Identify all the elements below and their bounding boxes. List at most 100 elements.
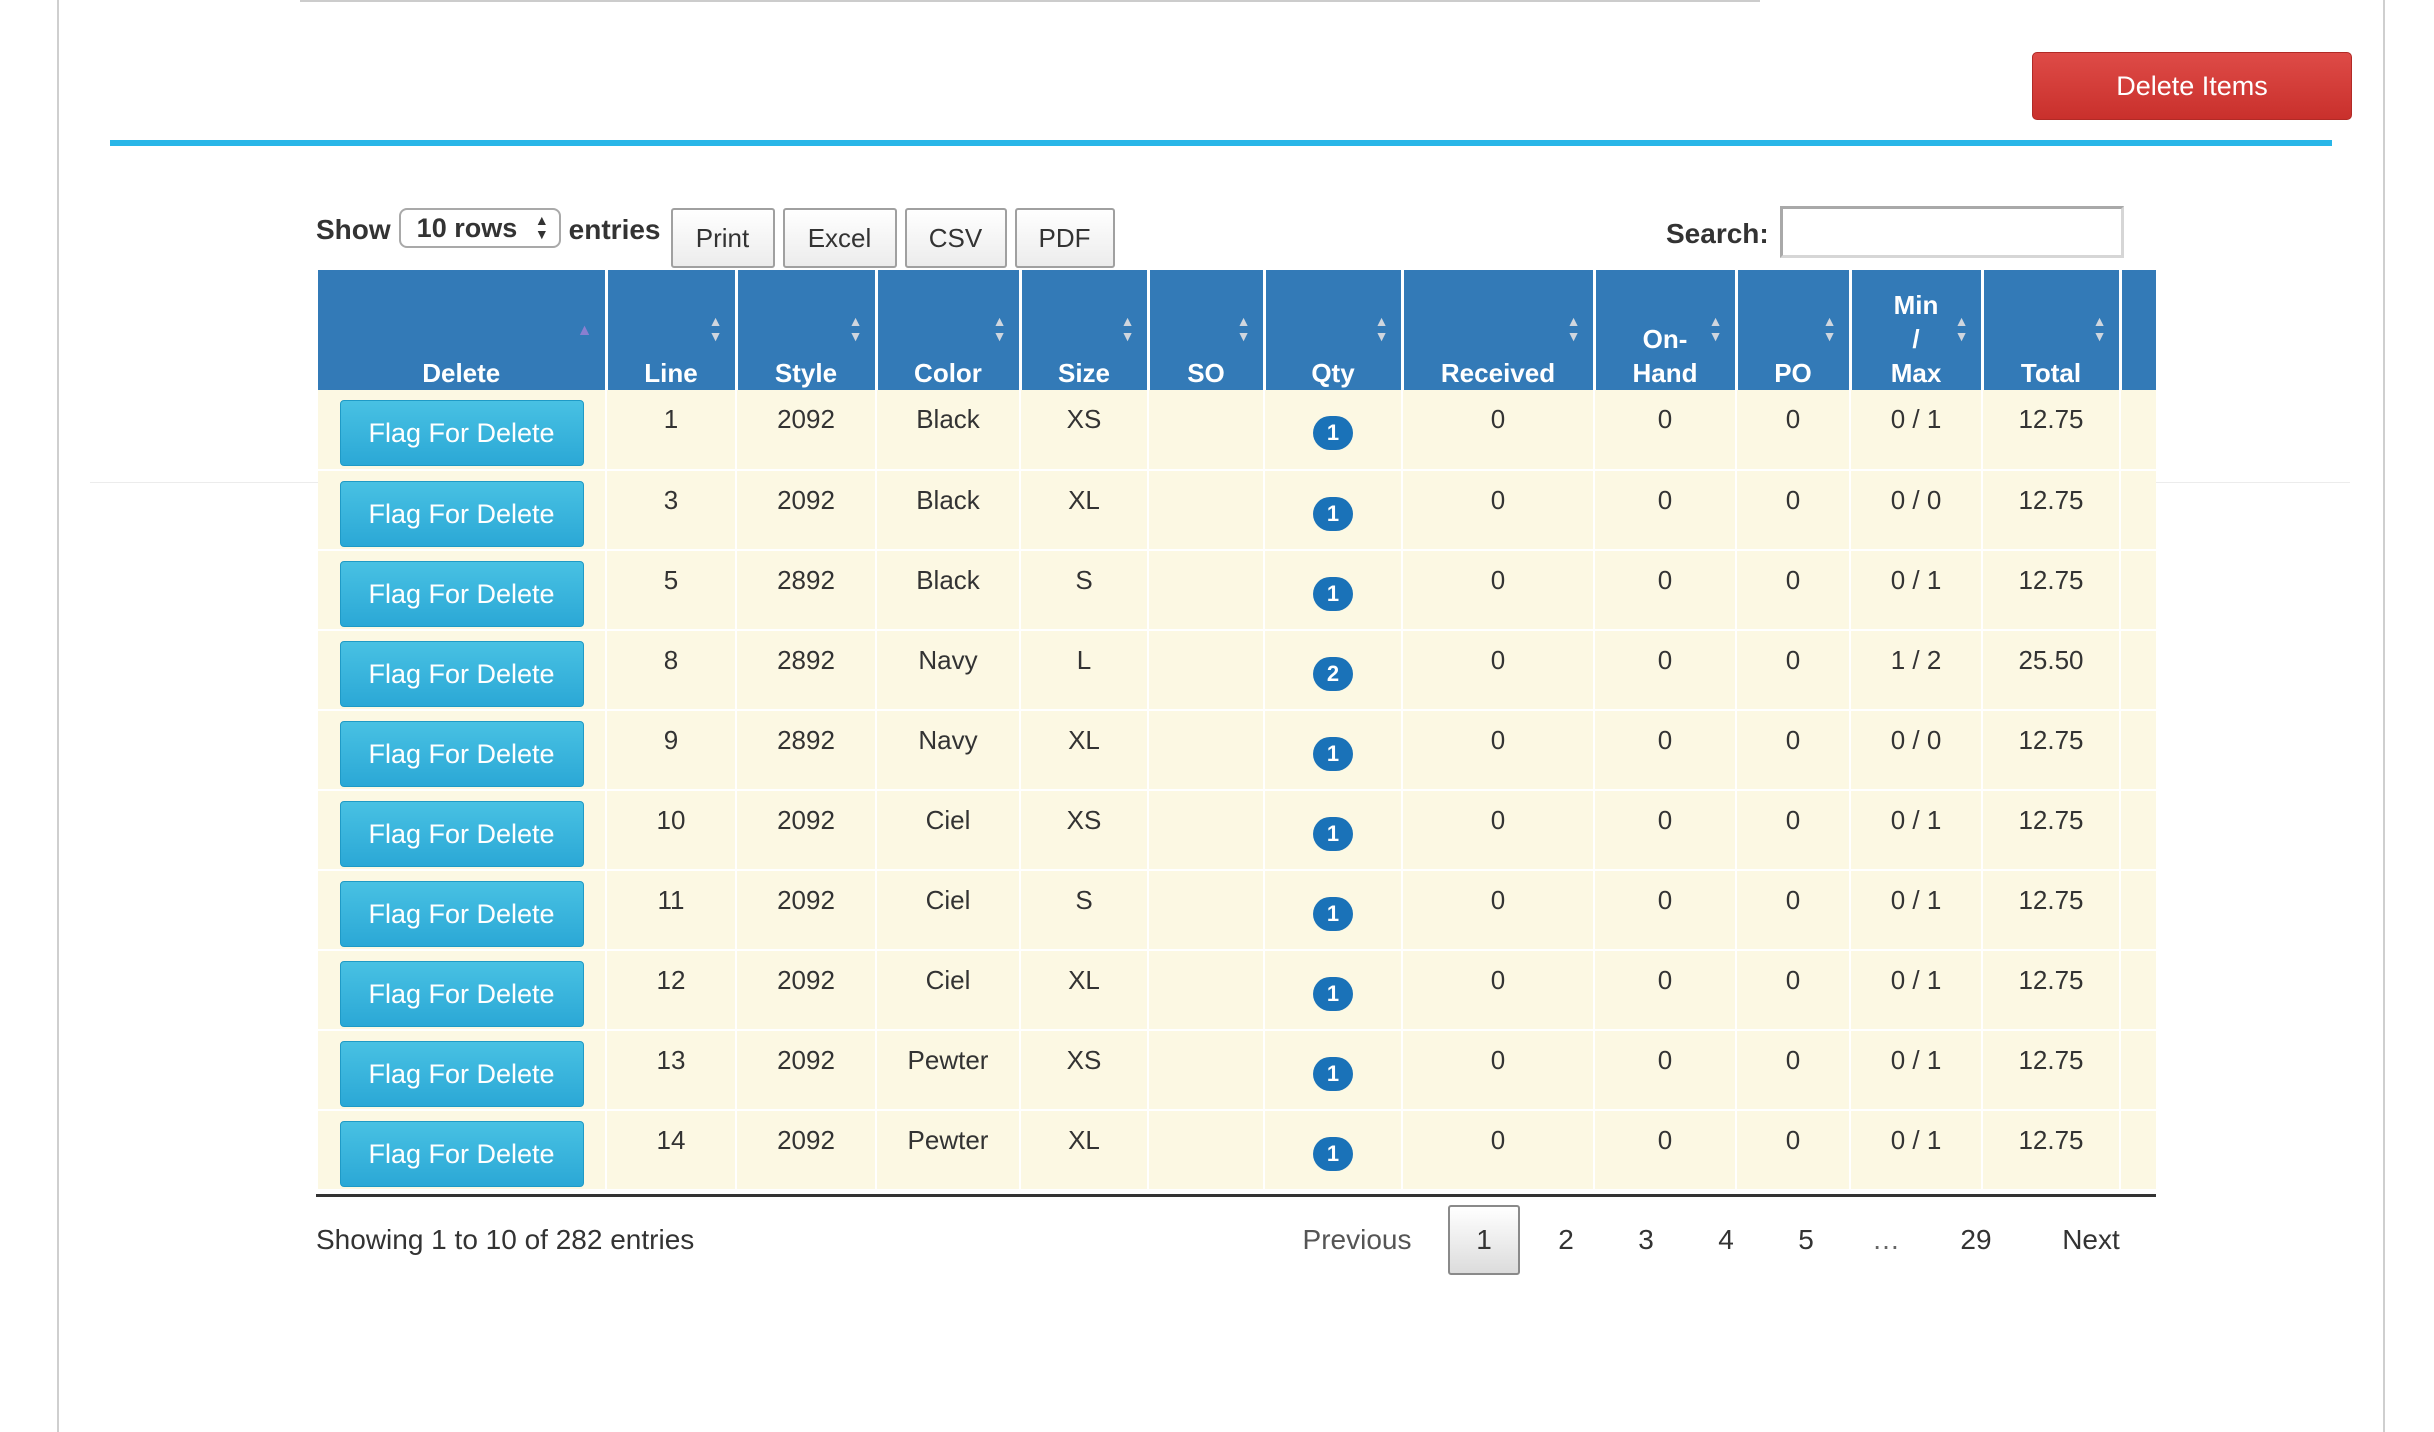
flag-for-delete-button[interactable]: Flag For Delete — [339, 481, 584, 547]
cell-style: 2892 — [736, 630, 877, 711]
column-header-minmax[interactable]: Min / Max ▲ ▼ — [1850, 270, 1984, 390]
sort-icon: ▲ ▼ — [1954, 313, 1969, 344]
cell-style: 2092 — [736, 1030, 877, 1111]
column-header-line[interactable]: Line ▲ ▼ — [606, 270, 738, 390]
cell-total: 12.75 — [1982, 950, 2121, 1031]
column-header-line: On- — [1642, 324, 1688, 354]
sort-icon: ▲ ▼ — [992, 313, 1007, 344]
sort-icon: ▲ ▼ — [1822, 313, 1837, 344]
cell-color: Black — [876, 550, 1021, 631]
pagination-ellipsis: … — [1872, 1224, 1900, 1255]
column-header-received[interactable]: Received ▲ ▼ — [1402, 270, 1596, 390]
column-header-onhand[interactable]: On- Hand ▲ ▼ — [1594, 270, 1738, 390]
cell-total: 12.75 — [1982, 710, 2121, 791]
qty-badge: 1 — [1313, 737, 1353, 771]
cell-extra — [2120, 790, 2156, 871]
column-header-label: Total — [1984, 356, 2119, 390]
cell-size: XL — [1020, 710, 1149, 791]
delete-cell: Flag For Delete — [318, 1030, 607, 1111]
cell-so — [1148, 550, 1265, 631]
column-header-line: Color — [914, 358, 982, 388]
cell-extra — [2120, 470, 2156, 551]
column-header-label: PO — [1738, 356, 1849, 390]
flag-for-delete-button[interactable]: Flag For Delete — [339, 801, 584, 867]
pagination-page-last[interactable]: 29 — [1960, 1224, 1992, 1255]
csv-button[interactable]: CSV — [904, 208, 1007, 268]
cell-size: XS — [1020, 1030, 1149, 1111]
sort-icon: ▲ ▼ — [1236, 313, 1251, 344]
cell-qty: 1 — [1264, 790, 1403, 871]
qty-badge: 1 — [1313, 1057, 1353, 1091]
pagination-page-2[interactable]: 2 — [1558, 1224, 1574, 1255]
rows-per-page-select[interactable]: 10 rows ▲ ▼ — [398, 208, 561, 248]
print-button[interactable]: Print — [670, 208, 775, 268]
cell-minmax: 0 / 1 — [1850, 1030, 1983, 1111]
flag-for-delete-button[interactable]: Flag For Delete — [339, 641, 584, 707]
column-header-po[interactable]: PO ▲ ▼ — [1736, 270, 1852, 390]
cell-received: 0 — [1402, 550, 1595, 631]
cell-color: Black — [876, 390, 1021, 471]
flag-for-delete-button[interactable]: Flag For Delete — [339, 961, 584, 1027]
sort-ascending-icon: ▲ — [576, 322, 593, 339]
pagination-page-4[interactable]: 4 — [1718, 1224, 1734, 1255]
sort-icon: ▲ ▼ — [1708, 313, 1723, 344]
cell-style: 2092 — [736, 790, 877, 871]
cell-size: XL — [1020, 950, 1149, 1031]
column-header-size[interactable]: Size ▲ ▼ — [1020, 270, 1150, 390]
column-header-style[interactable]: Style ▲ ▼ — [736, 270, 878, 390]
cell-onhand: 0 — [1594, 470, 1737, 551]
pdf-button[interactable]: PDF — [1014, 208, 1115, 268]
table-row: Flag For Delete 3 2092 Black XL 1 0 0 0 0 / 0 12.7… — [318, 470, 2156, 551]
cell-color: Navy — [876, 710, 1021, 791]
pagination: Previous 1 2 3 4 5 … 29 Next — [1272, 1204, 2156, 1276]
show-label: Show — [316, 214, 391, 245]
cell-extra — [2120, 390, 2156, 471]
pagination-next[interactable]: Next — [2062, 1224, 2120, 1255]
cell-minmax: 0 / 0 — [1850, 470, 1983, 551]
cell-received: 0 — [1402, 630, 1595, 711]
cell-received: 0 — [1402, 390, 1595, 471]
cell-line: 9 — [606, 710, 737, 791]
excel-button[interactable]: Excel — [782, 208, 897, 268]
cell-po: 0 — [1736, 1110, 1851, 1191]
cell-qty: 1 — [1264, 390, 1403, 471]
flag-for-delete-button[interactable]: Flag For Delete — [339, 1041, 584, 1107]
delete-items-button[interactable]: Delete Items — [2032, 52, 2352, 120]
cell-minmax: 0 / 1 — [1850, 390, 1983, 471]
search-input[interactable] — [1780, 206, 2124, 258]
delete-cell: Flag For Delete — [318, 1110, 607, 1191]
table-row: Flag For Delete 12 2092 Ciel XL 1 0 0 0 0 / 1 12.7… — [318, 950, 2156, 1031]
cell-minmax: 0 / 0 — [1850, 710, 1983, 791]
column-header-so[interactable]: SO ▲ ▼ — [1148, 270, 1266, 390]
column-header-total[interactable]: Total ▲ ▼ — [1982, 270, 2122, 390]
delete-cell: Flag For Delete — [318, 470, 607, 551]
column-header-label: Style — [738, 356, 875, 390]
column-header-line: / — [1912, 324, 1920, 354]
flag-for-delete-button[interactable]: Flag For Delete — [339, 561, 584, 627]
cell-style: 2092 — [736, 390, 877, 471]
flag-for-delete-button[interactable]: Flag For Delete — [339, 721, 584, 787]
flag-for-delete-button[interactable]: Flag For Delete — [339, 1121, 584, 1187]
select-arrows-icon: ▲ ▼ — [534, 212, 549, 242]
flag-for-delete-button[interactable]: Flag For Delete — [339, 400, 584, 466]
flag-for-delete-button[interactable]: Flag For Delete — [339, 881, 584, 947]
page-frame-left-border — [57, 0, 59, 1432]
pagination-page-5[interactable]: 5 — [1798, 1224, 1814, 1255]
cell-qty: 1 — [1264, 710, 1403, 791]
cell-onhand: 0 — [1594, 630, 1737, 711]
cell-line: 10 — [606, 790, 737, 871]
pagination-previous[interactable]: Previous — [1302, 1224, 1412, 1255]
pagination-page-current[interactable]: 1 — [1448, 1205, 1520, 1275]
delete-cell: Flag For Delete — [318, 550, 607, 631]
cell-minmax: 0 / 1 — [1850, 790, 1983, 871]
column-header-color[interactable]: Color ▲ ▼ — [876, 270, 1022, 390]
cell-extra — [2120, 950, 2156, 1031]
column-header-qty[interactable]: Qty ▲ ▼ — [1264, 270, 1404, 390]
pagination-page-3[interactable]: 3 — [1638, 1224, 1654, 1255]
cell-onhand: 0 — [1594, 1030, 1737, 1111]
cell-total: 12.75 — [1982, 470, 2121, 551]
column-header-line: Max — [1890, 358, 1942, 388]
column-header-label: SO — [1150, 356, 1263, 390]
column-header-delete[interactable]: Delete ▲ — [318, 270, 608, 390]
qty-badge: 1 — [1313, 977, 1353, 1011]
